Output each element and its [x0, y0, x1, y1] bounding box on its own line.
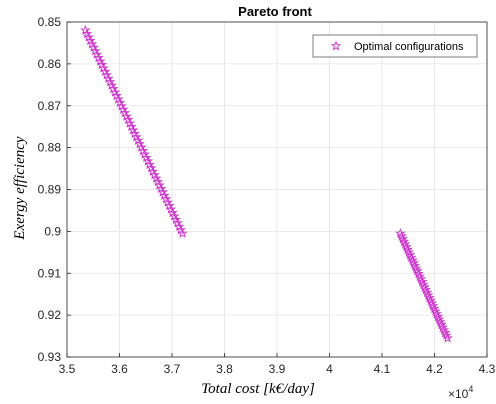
x-multiplier-base: ×10 [448, 387, 469, 401]
y-tick-label: 0.87 [38, 99, 62, 113]
x-tick-label: 3.6 [111, 362, 128, 376]
chart-title: Pareto front [238, 4, 312, 19]
data-point [421, 287, 433, 297]
data-point [435, 316, 446, 327]
data-point [410, 262, 422, 273]
y-tick-label: 0.91 [38, 266, 62, 280]
x-tick-label: 3.9 [269, 362, 286, 376]
data-point [403, 246, 415, 257]
data-point [420, 284, 432, 295]
y-tick-label: 0.93 [38, 350, 62, 364]
data-point [177, 227, 188, 238]
x-axis-label: Total cost [k€/day] [201, 381, 315, 397]
x-tick-label: 4.2 [426, 362, 443, 376]
legend: Optimal configurations [312, 34, 478, 58]
data-point [407, 254, 418, 265]
data-point [426, 297, 438, 308]
data-point [423, 289, 434, 300]
data-point [430, 305, 441, 316]
y-tick-label: 0.88 [38, 141, 62, 155]
legend-box [312, 34, 478, 58]
y-axis-label: Exergy efficiency [12, 136, 28, 240]
data-point [442, 332, 453, 343]
data-point [418, 278, 429, 289]
x-tick-label: 4 [326, 362, 333, 376]
data-point [406, 252, 417, 263]
data-point [409, 260, 421, 271]
data-point [395, 227, 406, 238]
data-point [427, 300, 439, 311]
y-tick-label: 0.92 [38, 308, 62, 322]
x-tick-label: 4.3 [479, 362, 496, 376]
data-point [404, 249, 416, 260]
data-point [400, 238, 411, 249]
x-multiplier-exponent: 4 [468, 384, 473, 394]
x-axis-multiplier: ×104 [448, 384, 473, 401]
data-point [425, 295, 436, 306]
y-tick-label: 0.86 [38, 57, 62, 71]
data-point [397, 233, 409, 244]
data-point [396, 230, 407, 241]
data-point [408, 257, 419, 268]
data-point [415, 273, 427, 284]
data-point [439, 327, 451, 338]
x-tick-label: 3.5 [59, 362, 76, 376]
data-points [80, 24, 453, 343]
data-point [431, 308, 442, 319]
legend-marker-icon [330, 40, 342, 51]
data-point [438, 324, 450, 335]
y-tick-label: 0.85 [38, 15, 62, 29]
data-point [437, 321, 448, 332]
data-point [419, 281, 430, 292]
data-point [401, 241, 412, 252]
data-point [398, 236, 410, 246]
x-tick-label: 3.8 [216, 362, 233, 376]
data-point [436, 319, 447, 330]
x-tick-label: 4.1 [374, 362, 391, 376]
x-axis-ticks: 3.5 3.6 3.7 3.8 3.9 4 4.1 4.2 4.3 [59, 353, 496, 376]
x-tick-label: 3.7 [164, 362, 181, 376]
data-point [413, 268, 424, 279]
data-point [432, 311, 444, 322]
y-tick-label: 0.89 [38, 183, 62, 197]
data-point [414, 270, 425, 281]
y-tick-label: 0.9 [44, 224, 61, 238]
data-point [424, 292, 435, 303]
data-point [433, 313, 445, 324]
y-axis-ticks: 0.85 0.86 0.87 0.88 0.89 0.9 0.91 0.92 0.93 [38, 15, 71, 364]
legend-star [330, 40, 342, 51]
data-point [429, 303, 440, 314]
data-point [441, 329, 452, 340]
data-point [412, 265, 423, 276]
data-point [416, 276, 428, 287]
legend-label: Optimal configurations [354, 41, 464, 53]
data-point [402, 244, 413, 255]
